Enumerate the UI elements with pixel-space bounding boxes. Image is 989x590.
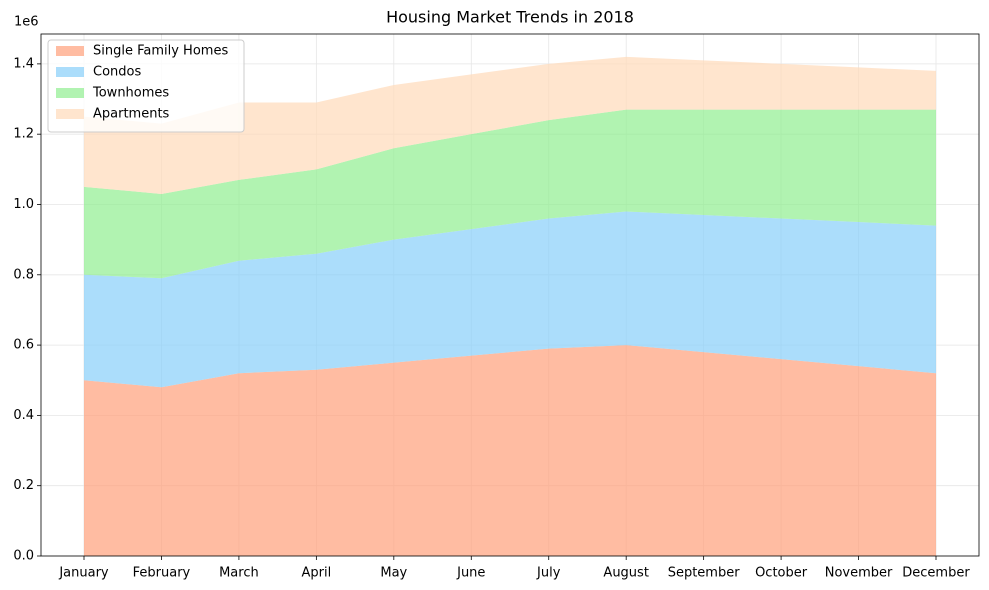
x-tick-label: February: [133, 566, 191, 581]
x-tick-label: July: [536, 566, 561, 581]
area: [84, 211, 936, 388]
x-tick-label: December: [902, 566, 970, 581]
x-tick-label: January: [58, 566, 109, 581]
y-tick-label: 1.4: [13, 56, 34, 71]
area: [84, 345, 936, 556]
chart-title: Housing Market Trends in 2018: [386, 8, 634, 27]
y-tick-label: 0.0: [13, 549, 34, 564]
x-tick-label: August: [603, 566, 649, 581]
x-tick-label: April: [302, 566, 332, 581]
legend-label: Townhomes: [92, 86, 169, 101]
area: [84, 56, 936, 194]
y-tick-label: 0.4: [13, 408, 34, 423]
x-tick-label: October: [755, 566, 808, 581]
x-tick-label: November: [825, 566, 893, 581]
legend-label: Condos: [93, 65, 141, 80]
y-tick-label: 1.0: [13, 197, 34, 212]
legend-box: [47, 39, 245, 133]
legend-label: Apartments: [93, 107, 170, 122]
legend-swatch: [56, 88, 84, 98]
y-tick-label: 1.2: [13, 127, 34, 142]
x-tick-label: September: [668, 566, 741, 581]
y-tick-label: 0.8: [13, 267, 34, 282]
x-tick-label: March: [219, 566, 259, 581]
legend-label: Single Family Homes: [93, 44, 228, 59]
legend-swatch: [56, 46, 84, 56]
x-tick-label: May: [380, 566, 407, 581]
legend-swatch: [56, 109, 84, 119]
y-tick-label: 0.2: [13, 478, 34, 493]
y-tick-label: 0.6: [13, 338, 34, 353]
x-tick-label: June: [456, 566, 485, 581]
y-offset-label: 1e6: [14, 15, 39, 30]
legend-swatch: [56, 67, 84, 77]
plot-frame: [40, 33, 980, 557]
area: [84, 109, 936, 279]
